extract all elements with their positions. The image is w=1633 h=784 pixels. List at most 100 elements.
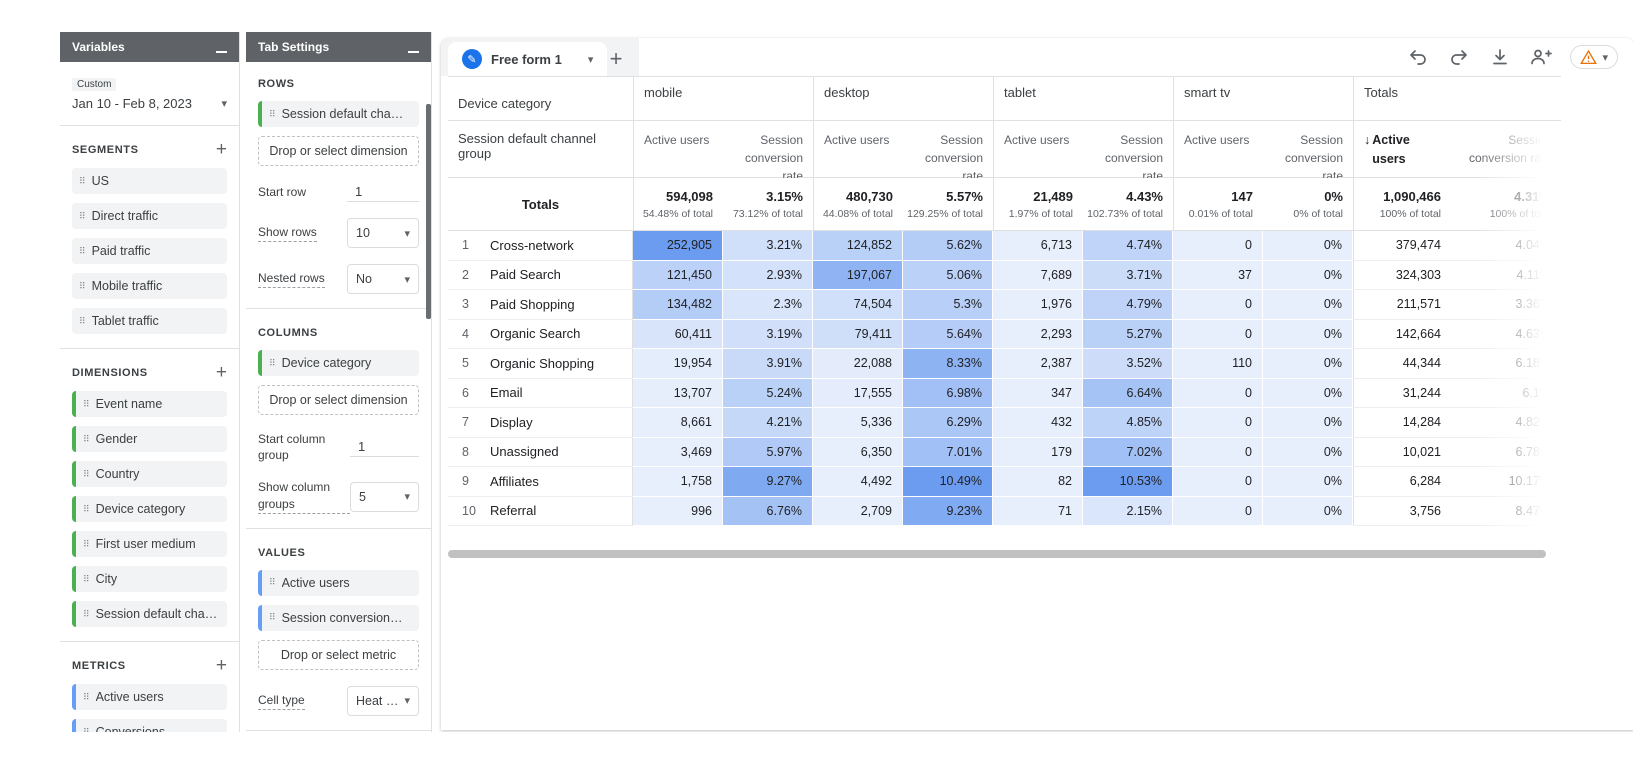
heat-cell[interactable]: 0% [1263,408,1353,438]
chip-country[interactable]: ⠿Country [72,461,227,487]
add-metric-icon[interactable]: + [216,656,227,675]
heat-cell[interactable]: 197,067 [813,261,903,291]
heat-cell[interactable]: 13,707 [633,379,723,409]
heat-cell[interactable]: 2,293 [993,320,1083,350]
chip-mobile-traffic[interactable]: ⠿Mobile traffic [72,273,227,299]
chip-session-default-cha[interactable]: ⠿Session default cha… [72,601,227,627]
chip-us[interactable]: ⠿US [72,168,227,194]
heat-cell[interactable]: 0% [1263,467,1353,497]
heat-cell[interactable]: 8.33% [903,349,993,379]
row-label-affiliates[interactable]: 9Affiliates [448,467,633,497]
heat-cell[interactable]: 3.52% [1083,349,1173,379]
metric-header-session-conversion-rate[interactable]: Session conversion rate [1451,121,1561,178]
heat-cell[interactable]: 10.53% [1083,467,1173,497]
minimize-icon[interactable] [216,51,227,53]
heat-cell[interactable]: 1,758 [633,467,723,497]
heat-cell[interactable]: 0 [1173,290,1263,320]
heat-cell[interactable]: 0% [1263,349,1353,379]
heat-cell[interactable]: 347 [993,379,1083,409]
heat-cell[interactable]: 2.3% [723,290,813,320]
heat-cell[interactable]: 252,905 [633,231,723,261]
heat-cell[interactable]: 0% [1263,290,1353,320]
heat-cell[interactable]: 5.97% [723,438,813,468]
chip-device-category[interactable]: ⠿Device category [258,350,419,376]
row-label-paid-shopping[interactable]: 3Paid Shopping [448,290,633,320]
heat-cell[interactable]: 3.19% [723,320,813,350]
heat-cell[interactable]: 5.3% [903,290,993,320]
heat-cell[interactable]: 0 [1173,379,1263,409]
chip-direct-traffic[interactable]: ⠿Direct traffic [72,203,227,229]
vertical-scrollbar[interactable] [426,104,431,319]
heat-cell[interactable]: 0% [1263,320,1353,350]
add-tab-button[interactable]: + [595,42,637,76]
chip-event-name[interactable]: ⠿Event name [72,391,227,417]
row-label-cross-network[interactable]: 1Cross-network [448,231,633,261]
heat-cell[interactable]: 0 [1173,231,1263,261]
heat-cell[interactable]: 2,709 [813,497,903,527]
heat-cell[interactable]: 0% [1263,231,1353,261]
chip-city[interactable]: ⠿City [72,566,227,592]
chip-active-users[interactable]: ⠿Active users [72,684,227,710]
add-dimension-icon[interactable]: + [216,363,227,382]
metric-header-active-users[interactable]: Active users [1173,121,1263,178]
heat-cell[interactable]: 79,411 [813,320,903,350]
heat-cell[interactable]: 71 [993,497,1083,527]
heat-cell[interactable]: 1,976 [993,290,1083,320]
chevron-down-icon[interactable]: ▾ [588,53,594,66]
heat-cell[interactable]: 4.74% [1083,231,1173,261]
field-select[interactable]: 5▾ [350,482,419,512]
chip-session-conversion[interactable]: ⠿Session conversion… [258,605,419,631]
field-select[interactable]: No▾ [347,264,419,294]
metric-header-session-conversion-rate[interactable]: Session conversion rate [1263,121,1353,178]
field-value-input[interactable]: 1 [350,437,419,457]
chip-active-users[interactable]: ⠿Active users [258,570,419,596]
heat-cell[interactable]: 4.79% [1083,290,1173,320]
columns-dropzone[interactable]: Drop or select dimension [258,385,419,415]
heat-cell[interactable]: 10.49% [903,467,993,497]
heat-cell[interactable]: 6.76% [723,497,813,527]
row-dimension-header[interactable]: Session default channel group [448,121,633,178]
metric-header-session-conversion-rate[interactable]: Session conversion rate [723,121,813,178]
chip-first-user-medium[interactable]: ⠿First user medium [72,531,227,557]
heat-cell[interactable]: 0% [1263,438,1353,468]
heat-cell[interactable]: 432 [993,408,1083,438]
chip-conversions[interactable]: ⠿Conversions [72,719,227,732]
heat-cell[interactable]: 110 [1173,349,1263,379]
heat-cell[interactable]: 996 [633,497,723,527]
field-select[interactable]: Heat …▾ [347,686,419,716]
heat-cell[interactable]: 5,336 [813,408,903,438]
heat-cell[interactable]: 4.21% [723,408,813,438]
minimize-icon[interactable] [408,51,419,53]
heat-cell[interactable]: 124,852 [813,231,903,261]
chip-paid-traffic[interactable]: ⠿Paid traffic [72,238,227,264]
row-label-organic-search[interactable]: 4Organic Search [448,320,633,350]
heat-cell[interactable]: 60,411 [633,320,723,350]
heat-cell[interactable]: 6,713 [993,231,1083,261]
row-label-email[interactable]: 6Email [448,379,633,409]
device-group-header-mobile[interactable]: mobile [633,77,813,121]
chip-tablet-traffic[interactable]: ⠿Tablet traffic [72,308,227,334]
values-dropzone[interactable]: Drop or select metric [258,640,419,670]
heat-cell[interactable]: 19,954 [633,349,723,379]
heat-cell[interactable]: 7.01% [903,438,993,468]
heat-cell[interactable]: 4,492 [813,467,903,497]
rows-dropzone[interactable]: Drop or select dimension [258,136,419,166]
heat-cell[interactable]: 6.64% [1083,379,1173,409]
row-label-display[interactable]: 7Display [448,408,633,438]
heat-cell[interactable]: 6.98% [903,379,993,409]
add-segment-icon[interactable]: + [216,140,227,159]
heat-cell[interactable]: 37 [1173,261,1263,291]
heat-cell[interactable]: 0 [1173,497,1263,527]
row-label-organic-shopping[interactable]: 5Organic Shopping [448,349,633,379]
heat-cell[interactable]: 5.27% [1083,320,1173,350]
heat-cell[interactable]: 3.91% [723,349,813,379]
heat-cell[interactable]: 3,469 [633,438,723,468]
metric-header-active-users[interactable]: Active users [993,121,1083,178]
heat-cell[interactable]: 0 [1173,467,1263,497]
heat-cell[interactable]: 3.71% [1083,261,1173,291]
heat-cell[interactable]: 17,555 [813,379,903,409]
row-label-paid-search[interactable]: 2Paid Search [448,261,633,291]
heat-cell[interactable]: 0% [1263,379,1353,409]
metric-header-session-conversion-rate[interactable]: Session conversion rate [903,121,993,178]
heat-cell[interactable]: 121,450 [633,261,723,291]
